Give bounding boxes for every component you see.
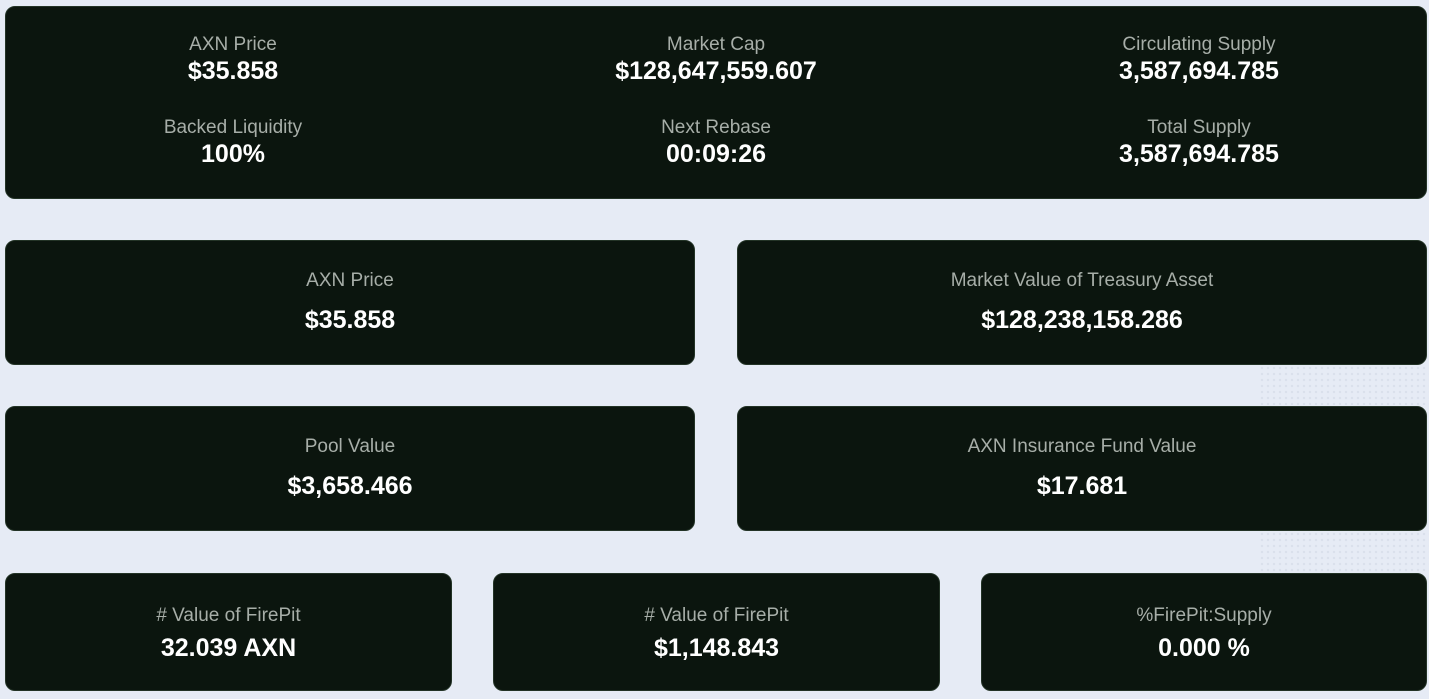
firepit-axn-card: # Value of FirePit 32.039 AXN	[5, 573, 452, 691]
firepit-axn-value: 32.039 AXN	[160, 634, 297, 662]
summary-next-rebase: Next Rebase 00:09:26	[661, 117, 771, 169]
firepit-supply-card: %FirePit:Supply 0.000 %	[981, 573, 1427, 691]
axn-price-card: AXN Price $35.858	[5, 240, 695, 365]
summary-backed-liquidity-label: Backed Liquidity	[163, 117, 303, 138]
summary-stats-card: AXN Price $35.858 Market Cap $128,647,55…	[5, 6, 1427, 199]
summary-market-cap-label: Market Cap	[666, 34, 766, 55]
axn-price-stat: AXN Price $35.858	[6, 270, 694, 335]
firepit-usd-card: # Value of FirePit $1,148.843	[493, 573, 940, 691]
treasury-asset-value: $128,238,158.286	[981, 306, 1183, 334]
axn-price-label: AXN Price	[306, 270, 394, 291]
pool-value-card: Pool Value $3,658.466	[5, 406, 695, 531]
decorative-dot-pattern	[1259, 531, 1429, 573]
summary-total-supply: Total Supply 3,587,694.785	[1119, 117, 1279, 169]
pool-value-value: $3,658.466	[287, 472, 413, 500]
summary-circulating-supply: Circulating Supply 3,587,694.785	[1119, 34, 1279, 86]
summary-market-cap: Market Cap $128,647,559.607	[615, 34, 817, 86]
summary-total-supply-label: Total Supply	[1147, 117, 1251, 138]
firepit-usd-stat: # Value of FirePit $1,148.843	[494, 605, 939, 663]
decorative-dot-pattern	[1259, 365, 1429, 405]
summary-circulating-supply-value: 3,587,694.785	[1119, 57, 1279, 85]
summary-next-rebase-label: Next Rebase	[661, 117, 771, 138]
firepit-supply-value: 0.000 %	[1158, 634, 1250, 662]
firepit-usd-value: $1,148.843	[653, 634, 780, 662]
summary-axn-price-value: $35.858	[187, 57, 279, 85]
insurance-fund-stat: AXN Insurance Fund Value $17.681	[738, 436, 1426, 501]
summary-backed-liquidity: Backed Liquidity 100%	[164, 117, 302, 169]
firepit-axn-stat: # Value of FirePit 32.039 AXN	[6, 605, 451, 663]
insurance-fund-value: $17.681	[1036, 472, 1128, 500]
summary-axn-price: AXN Price $35.858	[188, 34, 278, 86]
treasury-asset-stat: Market Value of Treasury Asset $128,238,…	[738, 270, 1426, 335]
firepit-supply-label: %FirePit:Supply	[1136, 605, 1272, 626]
pool-value-label: Pool Value	[304, 436, 396, 457]
summary-total-supply-value: 3,587,694.785	[1119, 140, 1279, 168]
axn-price-value: $35.858	[304, 306, 396, 334]
summary-market-cap-value: $128,647,559.607	[615, 57, 817, 85]
insurance-fund-label: AXN Insurance Fund Value	[967, 436, 1197, 457]
firepit-supply-stat: %FirePit:Supply 0.000 %	[982, 605, 1426, 663]
summary-axn-price-label: AXN Price	[189, 34, 277, 55]
insurance-fund-card: AXN Insurance Fund Value $17.681	[737, 406, 1427, 531]
treasury-asset-label: Market Value of Treasury Asset	[950, 270, 1214, 291]
pool-value-stat: Pool Value $3,658.466	[6, 436, 694, 501]
firepit-axn-label: # Value of FirePit	[156, 605, 301, 626]
firepit-usd-label: # Value of FirePit	[644, 605, 789, 626]
summary-next-rebase-value: 00:09:26	[665, 140, 767, 168]
treasury-asset-card: Market Value of Treasury Asset $128,238,…	[737, 240, 1427, 365]
summary-backed-liquidity-value: 100%	[201, 140, 265, 168]
summary-circulating-supply-label: Circulating Supply	[1122, 34, 1276, 55]
